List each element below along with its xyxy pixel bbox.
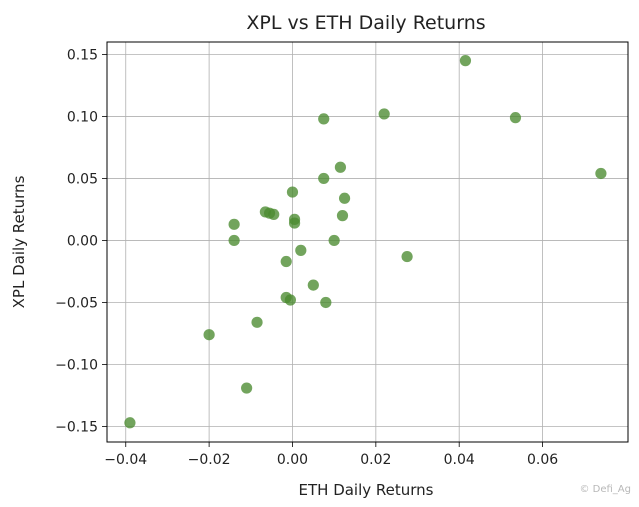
scatter-point [288, 217, 301, 229]
grid-lines [107, 42, 628, 442]
scatter-point [595, 167, 607, 180]
x-tick-label: −0.04 [104, 452, 147, 468]
scatter-point [280, 255, 292, 268]
scatter-point [284, 294, 296, 306]
scatter-point [509, 112, 522, 124]
y-tick-label: −0.05 [55, 295, 98, 311]
x-tick-label: 0.06 [527, 452, 558, 468]
scatter-point [336, 210, 349, 222]
data-points [124, 55, 607, 429]
scatter-point [320, 296, 332, 309]
y-tick-label: 0.10 [67, 109, 98, 125]
x-axis-label: ETH Daily Returns [299, 481, 434, 499]
y-axis-label: XPL Daily Returns [10, 175, 28, 308]
x-tick-label: 0.04 [444, 452, 475, 468]
y-tick-label: 0.00 [67, 233, 98, 249]
y-axis-ticks: 0.15 0.10 0.05 0.00 −0.05 −0.10 −0.15 [55, 47, 107, 435]
x-tick-label: 0.02 [360, 452, 391, 468]
scatter-point [401, 250, 413, 263]
chart-title: XPL vs ETH Daily Returns [246, 12, 485, 34]
y-tick-label: 0.15 [67, 47, 98, 63]
scatter-point [295, 244, 307, 256]
scatter-point [228, 218, 240, 230]
scatter-point [338, 192, 351, 204]
scatter-point [318, 113, 330, 125]
x-tick-label: 0.00 [277, 452, 308, 468]
scatter-point [228, 234, 240, 247]
y-tick-label: −0.10 [55, 357, 98, 373]
scatter-point [459, 55, 472, 67]
watermark-text: © Defi_Ag [579, 484, 631, 495]
scatter-point [286, 186, 299, 198]
y-tick-label: 0.05 [67, 171, 98, 187]
scatter-point [318, 172, 330, 185]
scatter-point [251, 316, 263, 328]
x-tick-label: −0.02 [188, 452, 231, 468]
plot-area-frame [106, 41, 629, 443]
scatter-point [241, 382, 253, 394]
scatter-point [334, 161, 347, 173]
scatter-point [268, 208, 280, 221]
scatter-point [328, 234, 340, 247]
scatter-point [378, 108, 390, 120]
scatter-point [203, 329, 215, 341]
x-axis-ticks: −0.04 −0.02 0.00 0.02 0.04 0.06 [104, 442, 558, 468]
scatter-point [124, 417, 136, 429]
scatter-point [307, 279, 319, 291]
y-tick-label: −0.15 [55, 419, 98, 435]
